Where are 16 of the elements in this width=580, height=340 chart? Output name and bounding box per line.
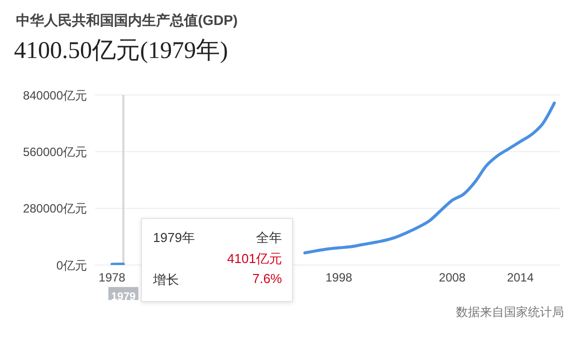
chart-subtitle: 4100.50亿元(1979年) [14, 37, 228, 66]
x-tick-label: 2014 [506, 270, 534, 285]
annotation: 全年 [256, 229, 282, 247]
x-tick-label: 1978 [98, 270, 126, 285]
text: 数据来自国家统计局 [456, 304, 564, 321]
annotation: 4101亿元 [227, 250, 282, 268]
y-tick-label: 560000亿元 [22, 144, 87, 159]
x-tick-label: 1998 [325, 270, 353, 285]
y-tick-label: 280000亿元 [22, 202, 87, 216]
x-tick-label: 2008 [438, 270, 466, 285]
tooltip-card: 1979年 全年 4101亿元 增长 7.6% [141, 218, 293, 302]
annotation: 1979年 [153, 229, 195, 247]
y-tick-label: 840000亿元 [22, 88, 87, 102]
ref-line-label: 1979 [111, 291, 136, 303]
y-tick-label: 0亿元 [56, 258, 87, 272]
chart-title: 中华人民共和国国内生产总值(GDP) [16, 12, 238, 30]
